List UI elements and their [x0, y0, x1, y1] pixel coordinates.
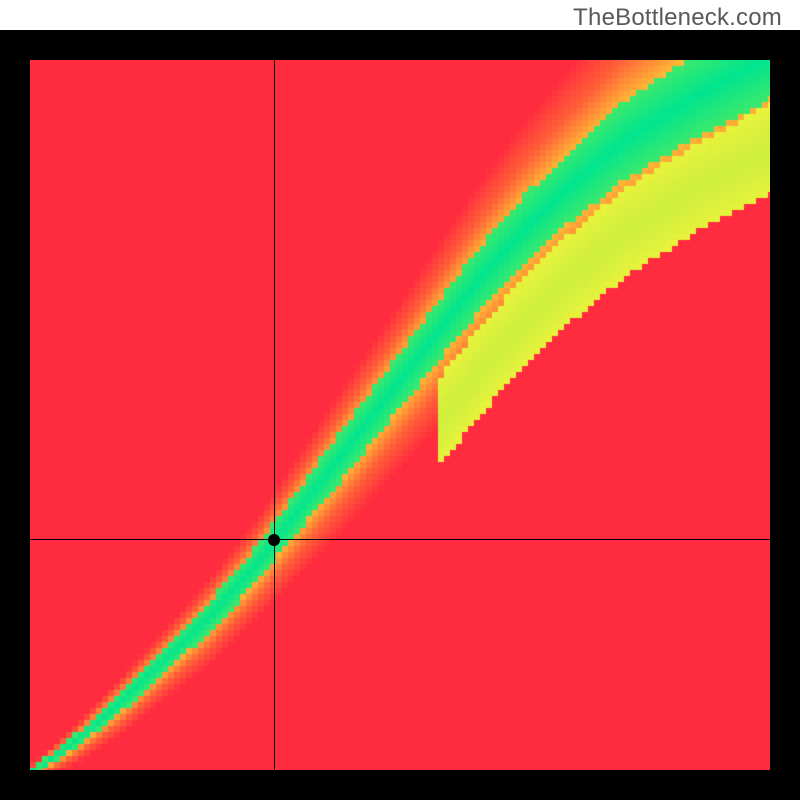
watermark-text: TheBottleneck.com	[573, 4, 782, 32]
crosshair-vertical-line	[274, 60, 275, 770]
chart-container: { "watermark": { "text": "TheBottleneck.…	[0, 0, 800, 800]
crosshair-horizontal-line	[30, 539, 770, 540]
bottleneck-heatmap	[30, 60, 770, 770]
